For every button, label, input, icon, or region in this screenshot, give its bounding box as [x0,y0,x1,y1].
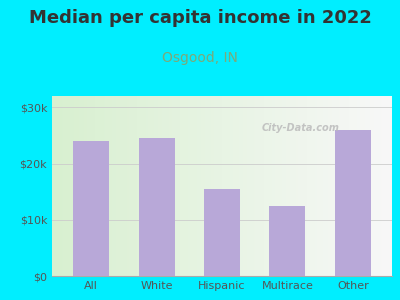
Bar [270,206,305,276]
Bar [73,141,109,276]
Text: Osgood, IN: Osgood, IN [162,51,238,65]
Text: Median per capita income in 2022: Median per capita income in 2022 [28,9,372,27]
Text: City-Data.com: City-Data.com [261,123,339,134]
Bar [139,138,174,276]
Bar [204,189,240,276]
Bar [335,130,371,276]
